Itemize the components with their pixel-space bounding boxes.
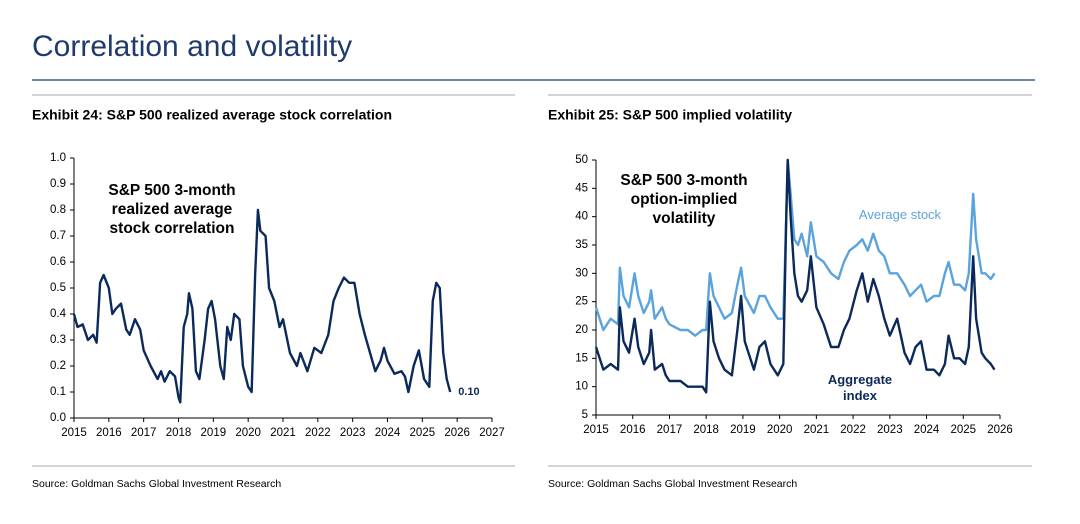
y-tick-label: 30 [575,267,588,279]
y-tick-label: 0.3 [50,334,66,346]
x-tick-label: 2024 [914,424,940,436]
series-line [72,208,452,404]
y-tick-label: 35 [575,239,588,251]
exhibit-title: Exhibit 24: S&P 500 realized average sto… [32,107,392,123]
y-tick-label: 10 [575,381,588,393]
series-label: Aggregate index [827,372,893,403]
series-label: Average stock [858,207,942,222]
x-tick-label: 2024 [375,427,401,439]
y-tick-label: 0.2 [50,360,66,372]
x-tick-label: 2022 [840,424,866,436]
page-title: Correlation and volatility [32,30,352,63]
y-tick-label: 0.0 [50,412,66,424]
x-tick-label: 2027 [479,427,505,439]
x-tick-label: 2017 [657,424,683,436]
series-line [594,158,996,337]
y-tick-label: 25 [575,296,588,308]
y-tick-label: 0.9 [50,178,66,190]
x-tick-label: 2023 [877,424,903,436]
x-tick-label: 2020 [235,427,261,439]
x-tick-label: 2026 [987,424,1013,436]
y-tick-label: 20 [575,324,588,336]
y-tick-label: 0.7 [50,230,66,242]
exhibit-title: Exhibit 25: S&P 500 implied volatility [548,107,792,123]
x-tick-label: 2017 [131,427,157,439]
x-tick-label: 2019 [201,427,227,439]
x-tick-label: 2016 [620,424,646,436]
chart-annotation: S&P 500 3-month option-implied volatilit… [620,172,748,227]
y-tick-label: 50 [575,154,588,166]
y-tick-label: 15 [575,352,588,364]
x-tick-label: 2020 [767,424,793,436]
source-note: Source: Goldman Sachs Global Investment … [548,478,797,490]
x-tick-label: 2019 [730,424,756,436]
x-tick-label: 2021 [270,427,296,439]
y-tick-label: 0.8 [50,204,66,216]
series-line [594,158,996,394]
x-tick-label: 2026 [444,427,470,439]
chart-annotation: S&P 500 3-month realized average stock c… [108,182,236,237]
x-tick-label: 2018 [166,427,192,439]
y-tick-label: 0.1 [50,386,66,398]
x-tick-label: 2018 [693,424,719,436]
x-tick-label: 2021 [804,424,830,436]
x-tick-label: 2015 [61,427,87,439]
x-tick-label: 2022 [305,427,331,439]
end-value-label: 0.10 [458,386,479,398]
y-tick-label: 1.0 [50,152,66,164]
y-tick-label: 0.5 [50,282,66,294]
x-tick-label: 2016 [96,427,122,439]
y-tick-label: 40 [575,211,588,223]
y-tick-label: 45 [575,182,588,194]
y-tick-label: 0.4 [50,308,67,320]
x-tick-label: 2023 [340,427,366,439]
source-note: Source: Goldman Sachs Global Investment … [32,478,281,490]
x-tick-label: 2025 [410,427,436,439]
y-tick-label: 0.6 [50,256,66,268]
y-tick-label: 5 [582,409,588,421]
x-tick-label: 2015 [583,424,609,436]
x-tick-label: 2025 [950,424,976,436]
